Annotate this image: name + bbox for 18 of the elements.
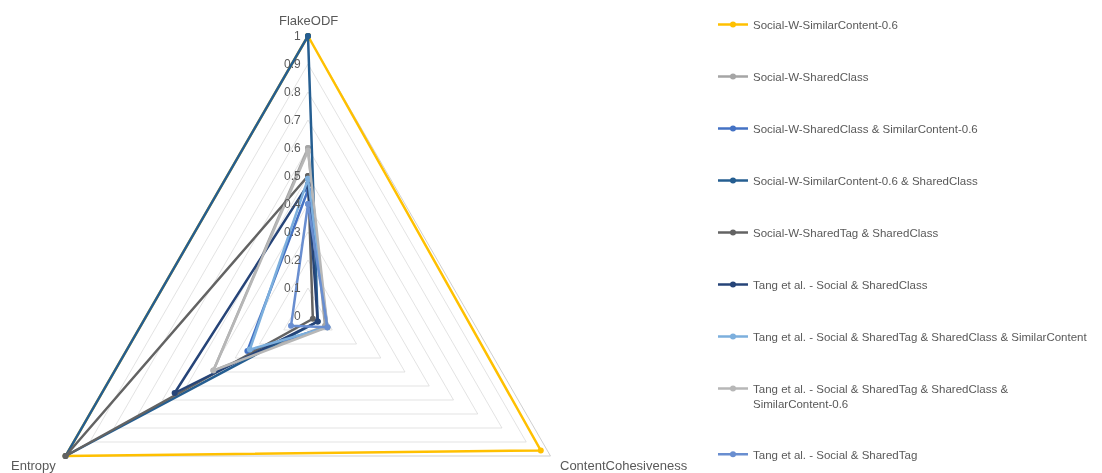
y-tick-label: 0.7 xyxy=(284,113,302,127)
legend-label: Social-W-SimilarContent-0.6 & SharedClass xyxy=(752,175,979,188)
y-tick-label: 1 xyxy=(294,29,301,43)
y-tick-label: 0 xyxy=(294,309,301,323)
legend-label: Tang et al. - Social & SharedTag & SharedClass & SimilarContent-0.6 xyxy=(752,382,1012,410)
y-tick-label: 0.8 xyxy=(284,85,302,99)
spoke-label: Entropy xyxy=(11,458,57,473)
legend-label: Social-W-SimilarContent-0.6 xyxy=(752,19,898,32)
legend-label: Social-W-SharedClass & SimilarContent-0.6 xyxy=(752,123,978,136)
spoke-label: FlakeODF xyxy=(279,13,339,28)
legend-label: Tang et al. - Social & SharedTag xyxy=(752,449,918,462)
legend-label: Social-W-SharedTag & SharedClass xyxy=(752,227,939,240)
legend-label: Tang et al. - Social & SharedTag & SharedClass & SimilarContent xyxy=(752,331,1088,344)
y-tick-label: 0.5 xyxy=(284,169,302,183)
spoke-label: ContentCohesiveness xyxy=(560,458,688,473)
legend-label: Tang et al. - Social & SharedClass xyxy=(752,279,928,292)
legend-label: Social-W-SharedClass xyxy=(752,71,869,84)
y-tick-label: 0.6 xyxy=(284,141,302,155)
